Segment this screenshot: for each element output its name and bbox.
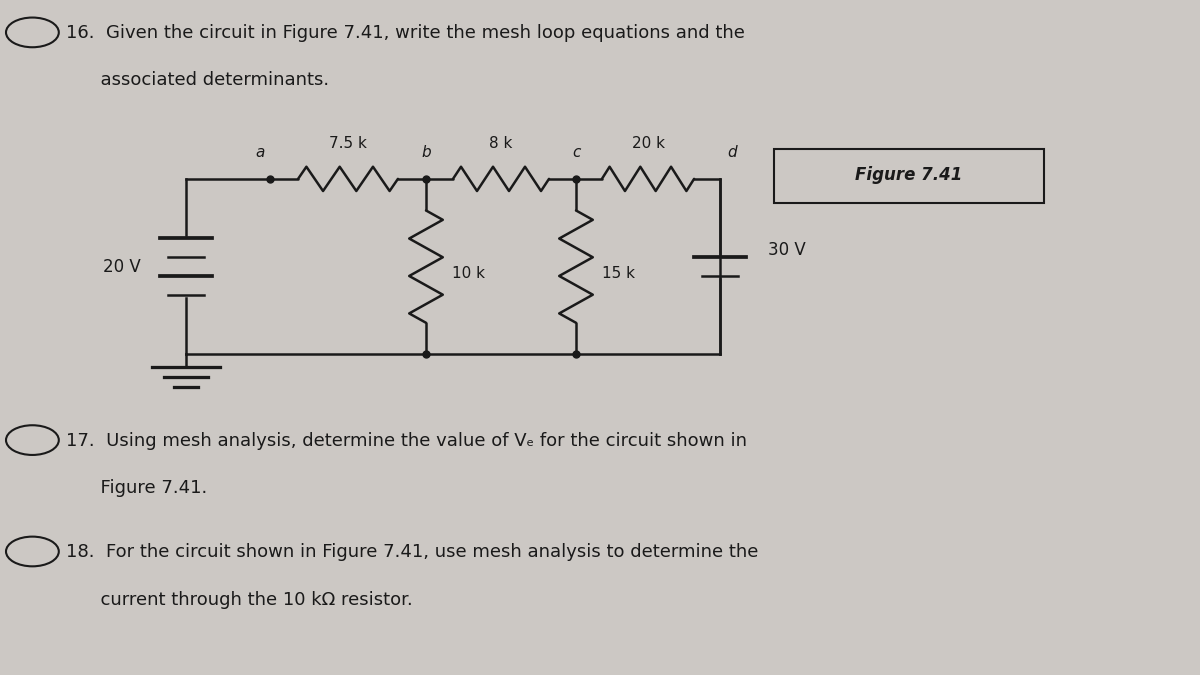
Text: d: d	[727, 145, 737, 160]
Text: 20 V: 20 V	[103, 258, 140, 275]
Text: 7.5 k: 7.5 k	[329, 136, 367, 151]
Text: c: c	[572, 145, 580, 160]
Text: associated determinants.: associated determinants.	[66, 71, 329, 89]
Text: 15 k: 15 k	[602, 266, 636, 281]
Text: b: b	[421, 145, 431, 160]
Text: a: a	[256, 145, 265, 160]
Text: 16.  Given the circuit in Figure 7.41, write the mesh loop equations and the: 16. Given the circuit in Figure 7.41, wr…	[66, 24, 745, 42]
Text: Figure 7.41: Figure 7.41	[856, 167, 962, 184]
Text: 17.  Using mesh analysis, determine the value of Vₑ for the circuit shown in: 17. Using mesh analysis, determine the v…	[66, 432, 746, 450]
Text: 10 k: 10 k	[452, 266, 485, 281]
Text: 8 k: 8 k	[490, 136, 512, 151]
Text: current through the 10 kΩ resistor.: current through the 10 kΩ resistor.	[66, 591, 413, 609]
Text: 18.  For the circuit shown in Figure 7.41, use mesh analysis to determine the: 18. For the circuit shown in Figure 7.41…	[66, 543, 758, 562]
Text: 30 V: 30 V	[768, 241, 805, 259]
Text: Figure 7.41.: Figure 7.41.	[66, 479, 208, 497]
Text: 20 k: 20 k	[631, 136, 665, 151]
